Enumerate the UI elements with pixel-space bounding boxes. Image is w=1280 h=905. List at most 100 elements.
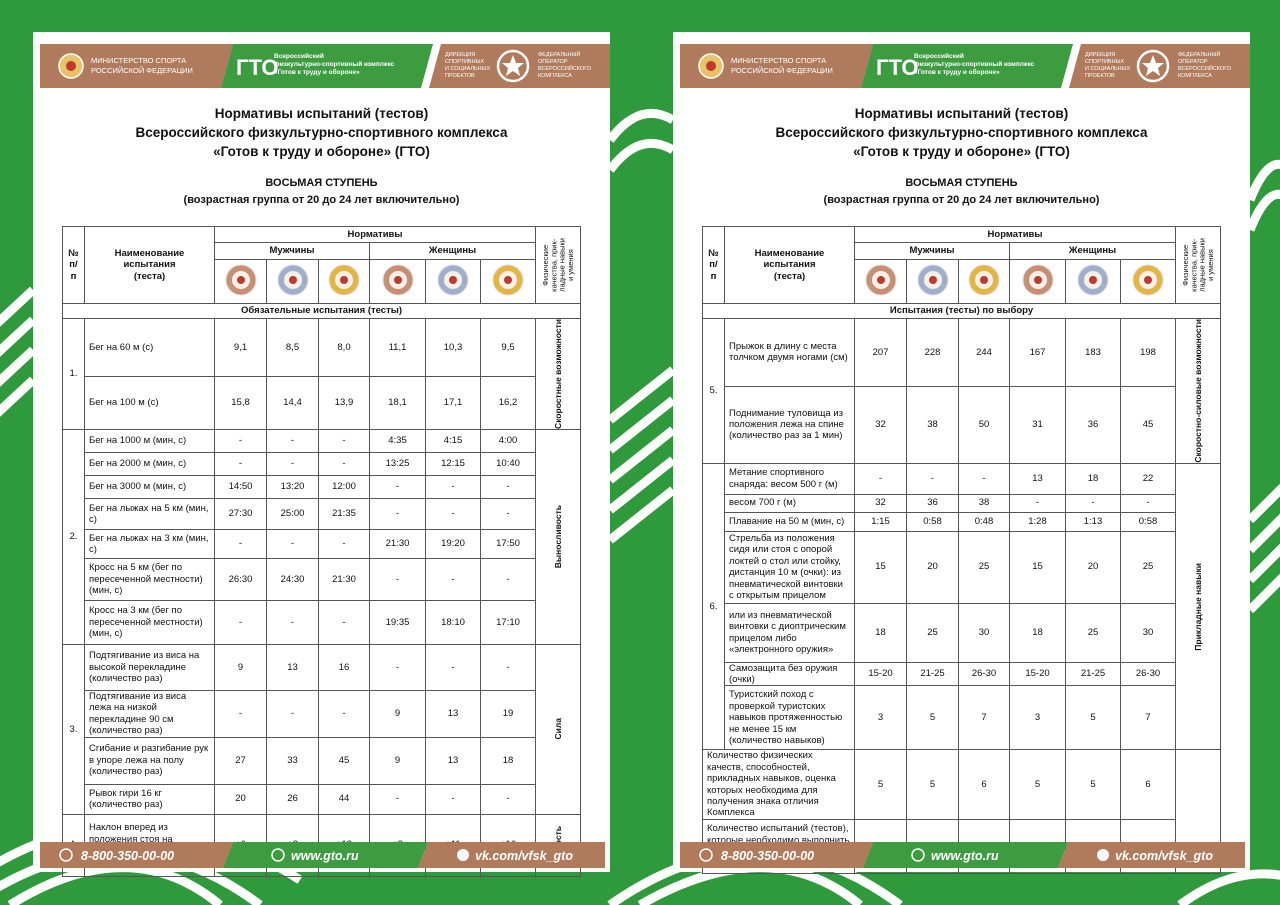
qualities-header: Физические качества, прик-ладные навыки и … <box>1181 238 1215 292</box>
norm-value: - <box>266 599 319 645</box>
footer-site-bg <box>223 842 428 868</box>
badge-center <box>928 275 937 284</box>
badge-icon <box>968 264 1000 296</box>
summary-value: 5 <box>1009 749 1066 820</box>
norm-value: 21:30 <box>369 528 426 559</box>
footer-vk: vk.com/vfsk_gto <box>1115 849 1213 863</box>
norm-value: - <box>369 643 426 691</box>
badge-center <box>1033 275 1042 284</box>
norm-value: 26-30 <box>958 661 1010 687</box>
test-row: Рывок гири 16 кг (количество раз) 20 26 44-… <box>63 783 581 815</box>
norm-value: - <box>479 474 537 499</box>
ministry-name: МИНИСТЕРСТВО СПОРТА <box>91 56 186 65</box>
star-logo <box>1136 49 1170 83</box>
test-name: Бег на 100 м (с) <box>84 376 215 430</box>
norm-value: - <box>425 643 481 691</box>
operator-name: ВСЕРОССИЙСКОГО <box>538 64 592 72</box>
gto-logo: ГТО <box>236 55 278 80</box>
women-header: Женщины <box>368 242 537 260</box>
norm-value: 21-25 <box>1065 661 1121 687</box>
directorate-name: ДИРЕКЦИЯ <box>445 52 475 58</box>
norm-value: 32 <box>854 385 907 464</box>
norm-value: 21-25 <box>906 661 959 687</box>
directorate-name: ДИРЕКЦИЯ <box>1085 52 1115 58</box>
gto-name: «Готов к труду и обороне» <box>914 68 1000 76</box>
footer-site: www.gto.ru <box>931 849 999 863</box>
norm-value: 25 <box>1119 530 1177 604</box>
norm-value: 1:13 <box>1065 511 1121 532</box>
summary-value: 5 <box>854 749 907 820</box>
norm-value: - <box>479 497 537 530</box>
norm-value: 4:00 <box>479 428 537 453</box>
norms-header: Нормативы <box>853 226 1177 243</box>
test-row: весом 700 г (м) 32 36 38- - - <box>703 493 1221 513</box>
doc-title: «Готов к труду и обороне» (ГТО) <box>213 144 430 159</box>
norm-value: 4:35 <box>369 428 426 453</box>
header-text: ладные навыки <box>557 238 567 292</box>
header-row: № п/п Наименование испытания (теста) Нормати… <box>702 226 1222 304</box>
norm-value: 7 <box>1119 685 1177 751</box>
group-number: 6. <box>702 462 725 751</box>
test-row: 1. Бег на 60 м (с) 9,1 8,5 8,0 11,1 10,3 9,5 Ско… <box>62 317 582 430</box>
directorate-name: СПОРТИВНЫХ <box>445 59 484 65</box>
footer-vk: vk.com/vfsk_gto <box>475 849 573 863</box>
quality-cell: Скоростно-силовые возможности <box>1175 318 1222 464</box>
norm-value: 31 <box>1009 385 1066 464</box>
norm-value: 30 <box>958 602 1010 663</box>
norm-value: 30 <box>1119 602 1177 663</box>
norm-value: 4:15 <box>425 428 481 453</box>
header-text: и умения <box>1205 249 1215 281</box>
norm-value: 24:30 <box>266 557 319 601</box>
badge-cell <box>854 259 907 304</box>
badge-center <box>236 275 245 284</box>
test-name: Бег на лыжах на 3 км (мин, с) <box>84 528 215 559</box>
norm-value: - <box>318 451 370 476</box>
badge-center <box>876 275 885 284</box>
directorate-name: СПОРТИВНЫХ <box>1085 59 1124 65</box>
group-quality: Сила <box>552 718 563 740</box>
norm-value: 3 <box>1009 685 1066 751</box>
quality-cell: Прикладные навыки <box>1175 462 1222 751</box>
quality-cell: Выносливость <box>535 428 582 645</box>
norm-value: 9 <box>369 689 426 738</box>
ministry-name: МИНИСТЕРСТВО СПОРТА <box>731 56 826 65</box>
norm-value: 25:00 <box>266 497 319 530</box>
summary-value: 5 <box>1065 749 1121 820</box>
phone-icon <box>59 848 73 862</box>
norm-value: 27:30 <box>214 497 267 530</box>
norm-value: - <box>425 474 481 499</box>
badge-center <box>449 275 457 284</box>
norm-value: 13 <box>425 689 481 738</box>
test-name: Плавание на 50 м (мин, с) <box>724 511 855 532</box>
test-name: Поднимание туловища из положения лежа на… <box>724 385 855 464</box>
badge-icon <box>437 264 469 296</box>
norm-value: 20 <box>1065 530 1121 604</box>
badge-cell <box>479 259 537 304</box>
header-text: ладные навыки <box>1197 238 1207 292</box>
norm-value: 9,1 <box>214 317 267 378</box>
header-text: Наименование испытания <box>754 247 825 271</box>
norms-table: № п/п Наименование испытания (теста) Нормати… <box>61 226 582 877</box>
test-row: Кросс на 5 км (бег по пересеченной местн… <box>63 557 581 601</box>
group-quality: Скоростно-силовые возможности <box>1192 319 1203 463</box>
footer-band: 8-800-350-00-00 www.gto.ru vk.com/vfsk_gto <box>680 842 1245 868</box>
test-row: 3. Подтягивание из виса на высокой перекл… <box>62 643 582 815</box>
test-name: Бег на лыжах на 5 км (мин, с) <box>84 497 215 530</box>
gto-name: Всероссийский <box>914 52 964 60</box>
header-gto-bg <box>221 44 433 88</box>
test-name: Сгибание и разгибание рук в упоре лежа н… <box>84 736 215 785</box>
header-row: № п/п Наименование испытания (теста) Нормати… <box>62 226 582 304</box>
header-text: п/п <box>709 259 718 282</box>
men-header: Мужчины <box>854 242 1010 260</box>
badge-icon <box>225 264 256 296</box>
norm-value: - <box>318 528 370 559</box>
summary-row: Количество физических качеств, способнос… <box>702 749 1222 874</box>
norm-value: 38 <box>906 385 959 464</box>
header-text: качества, прик- <box>1188 238 1198 292</box>
badge-icon <box>277 264 308 296</box>
norm-value: 26-30 <box>1119 661 1177 687</box>
header-text: качества, прик- <box>548 238 558 292</box>
